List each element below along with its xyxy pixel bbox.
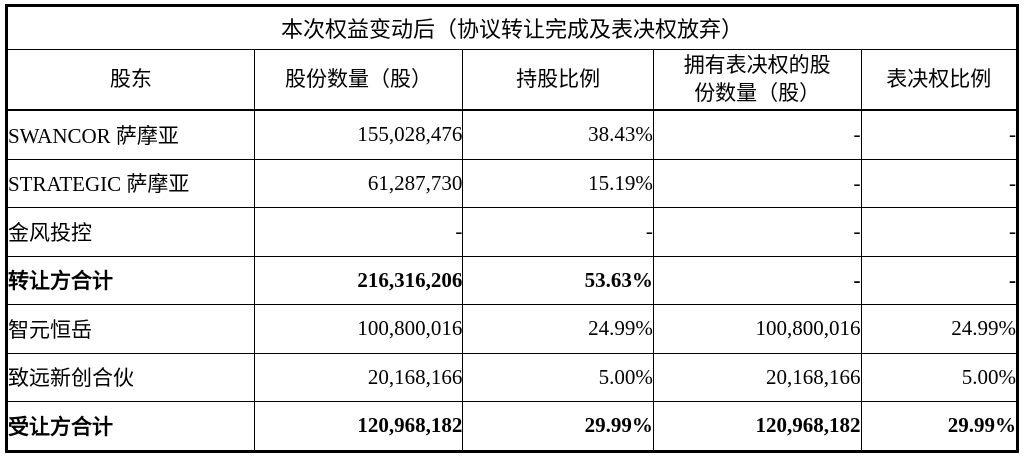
table-head: 本次权益变动后（协议转让完成及表决权放弃） 股东 股份数量（股） 持股比例 拥有表决权… xyxy=(6,5,1018,111)
cell-voting-shares: - xyxy=(652,109,862,160)
cell-voting-shares: 20,168,166 xyxy=(652,352,862,402)
cell-shareholding-ratio: - xyxy=(462,207,654,257)
cell-shares: - xyxy=(253,207,464,257)
cell-voting-shares: 100,800,016 xyxy=(652,304,862,354)
cell-shares: 20,168,166 xyxy=(253,352,464,402)
table-header-row: 股东 股份数量（股） 持股比例 拥有表决权的股份数量（股） 表决权比例 xyxy=(6,49,1018,111)
column-header-shareholder: 股东 xyxy=(6,49,255,111)
cell-shareholder: 转让方合计 xyxy=(6,255,255,305)
cell-voting-ratio: 5.00% xyxy=(860,352,1018,402)
column-header-voting-shares: 拥有表决权的股份数量（股） xyxy=(652,49,862,111)
table-title-row: 本次权益变动后（协议转让完成及表决权放弃） xyxy=(6,5,1018,50)
cell-shares: 155,028,476 xyxy=(253,109,464,160)
cell-shareholding-ratio: 53.63% xyxy=(462,255,654,305)
cell-voting-ratio: - xyxy=(860,207,1018,257)
table-title: 本次权益变动后（协议转让完成及表决权放弃） xyxy=(6,5,1018,50)
cell-voting-shares: 120,968,182 xyxy=(652,401,862,452)
cell-voting-shares: - xyxy=(652,207,862,257)
cell-voting-ratio: - xyxy=(860,109,1018,160)
cell-shareholding-ratio: 5.00% xyxy=(462,352,654,402)
cell-shares: 61,287,730 xyxy=(253,158,464,208)
column-header-shareholding-ratio: 持股比例 xyxy=(462,49,654,111)
cell-shareholder: 智元恒岳 xyxy=(6,304,255,354)
cell-voting-ratio: 29.99% xyxy=(860,401,1018,452)
cell-shareholding-ratio: 29.99% xyxy=(462,401,654,452)
cell-shareholding-ratio: 24.99% xyxy=(462,304,654,354)
equity-change-table: 本次权益变动后（协议转让完成及表决权放弃） 股东 股份数量（股） 持股比例 拥有表决权… xyxy=(5,4,1019,453)
cell-shareholder: 致远新创合伙 xyxy=(6,352,255,402)
cell-voting-shares: - xyxy=(652,158,862,208)
cell-voting-shares: - xyxy=(652,255,862,305)
cell-shares: 216,316,206 xyxy=(253,255,464,305)
document-page: 本次权益变动后（协议转让完成及表决权放弃） 股东 股份数量（股） 持股比例 拥有表决权… xyxy=(5,4,1019,453)
table-row: 金风投控 - - - - xyxy=(6,207,1018,257)
column-header-voting-ratio: 表决权比例 xyxy=(860,49,1018,111)
table-row: 智元恒岳 100,800,016 24.99% 100,800,016 24.99% xyxy=(6,304,1018,354)
cell-voting-ratio: - xyxy=(860,158,1018,208)
table-row: 受让方合计 120,968,182 29.99% 120,968,182 29.99% xyxy=(6,401,1018,452)
table-body: SWANCOR 萨摩亚 155,028,476 38.43% - - STRATEGIC … xyxy=(6,109,1018,452)
table-row: 转让方合计 216,316,206 53.63% - - xyxy=(6,255,1018,305)
table-row: STRATEGIC 萨摩亚 61,287,730 15.19% - - xyxy=(6,158,1018,208)
table-row: 致远新创合伙 20,168,166 5.00% 20,168,166 5.00% xyxy=(6,352,1018,402)
table-row: SWANCOR 萨摩亚 155,028,476 38.43% - - xyxy=(6,109,1018,160)
cell-shareholding-ratio: 15.19% xyxy=(462,158,654,208)
cell-shareholder: STRATEGIC 萨摩亚 xyxy=(6,158,255,208)
cell-shareholder: 金风投控 xyxy=(6,207,255,257)
cell-shares: 120,968,182 xyxy=(253,401,464,452)
cell-shareholder: SWANCOR 萨摩亚 xyxy=(6,109,255,160)
cell-voting-ratio: 24.99% xyxy=(860,304,1018,354)
cell-shares: 100,800,016 xyxy=(253,304,464,354)
column-header-shares: 股份数量（股） xyxy=(253,49,464,111)
cell-shareholding-ratio: 38.43% xyxy=(462,109,654,160)
cell-shareholder: 受让方合计 xyxy=(6,401,255,452)
cell-voting-ratio: - xyxy=(860,255,1018,305)
